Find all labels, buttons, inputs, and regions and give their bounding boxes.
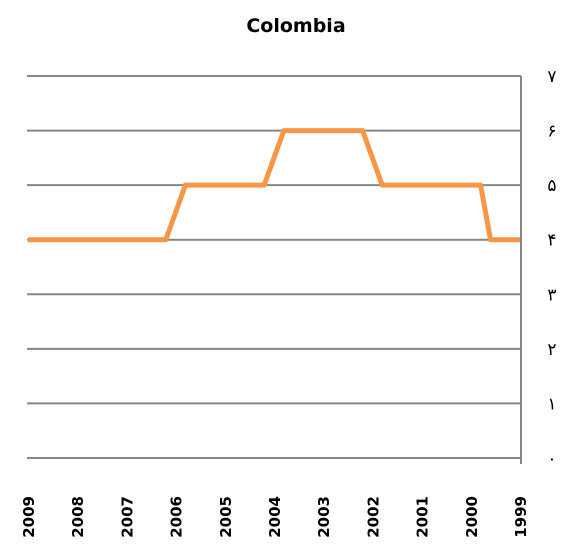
x-tick-label: 2005 [217, 496, 235, 538]
y-tick-label: ٢ [547, 340, 556, 360]
y-tick-label: ٧ [547, 67, 556, 87]
chart-title: Colombia [246, 15, 345, 37]
x-tick-label: 2007 [118, 496, 136, 538]
y-tick-label: ٣ [547, 285, 556, 305]
x-tick-label: 1999 [512, 496, 530, 538]
y-tick-label: ٠ [547, 449, 556, 469]
x-tick-label: 2008 [69, 496, 87, 538]
x-tick-label: 2004 [266, 496, 284, 538]
x-tick-label: 2006 [168, 496, 186, 538]
x-tick-label: 2009 [20, 496, 38, 538]
x-tick-label: 2001 [414, 496, 432, 538]
x-tick-label: 2000 [463, 496, 481, 538]
grid-lines [27, 75, 521, 459]
y-tick-label: ۶ [547, 122, 556, 142]
x-tick-label: 2003 [315, 496, 333, 538]
series-line [28, 128, 520, 243]
y-tick-label: ۴ [547, 231, 556, 251]
y-tick-label: ۵ [547, 176, 556, 196]
y-tick-label: ١ [547, 394, 556, 414]
x-tick-label: 2002 [364, 496, 382, 538]
y-tick-labels: ٠ ١ ٢ ٣ ۴ ۵ ۶ ٧ [547, 67, 556, 469]
x-tick-labels: 2009 2008 2007 2006 2005 2004 2003 2002 2001 2000… [20, 496, 530, 538]
